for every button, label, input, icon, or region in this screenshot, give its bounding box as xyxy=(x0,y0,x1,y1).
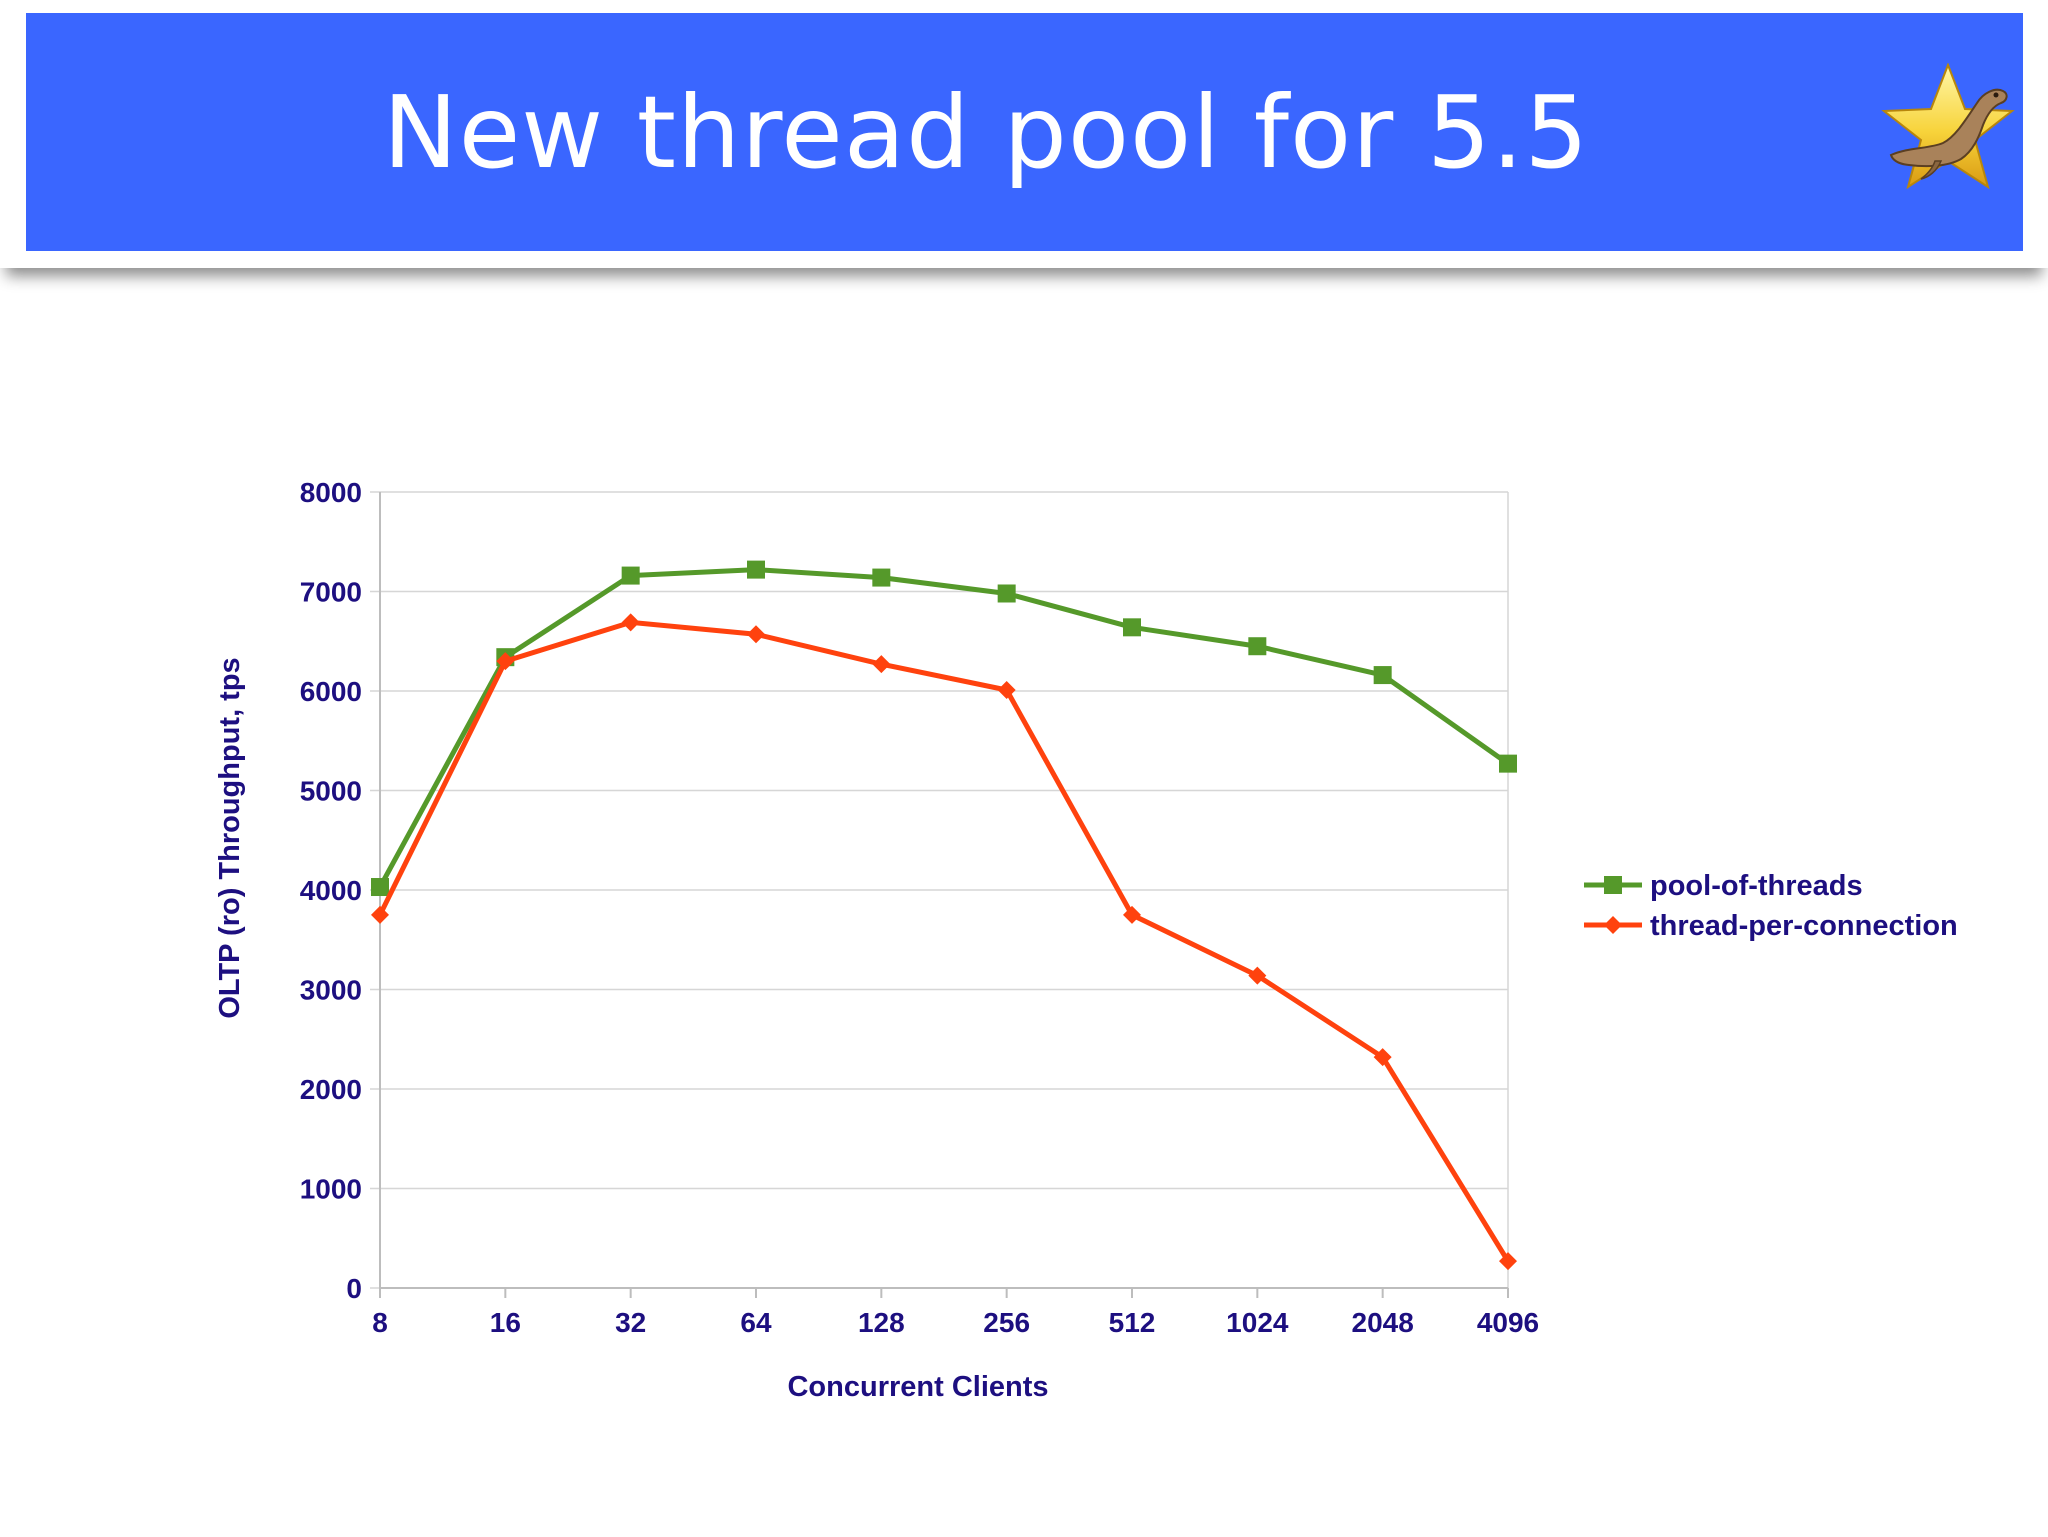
slide-title: New thread pool for 5.5 xyxy=(382,73,1590,191)
chart-legend: pool-of-threads thread-per-connection xyxy=(1584,870,1958,942)
title-banner-frame: New thread pool for 5.5 xyxy=(0,0,2048,268)
star-seal-logo-icon xyxy=(1881,63,2015,190)
data-point xyxy=(371,905,389,924)
x-tick-label: 8 xyxy=(372,1307,388,1338)
y-tick-label: 2000 xyxy=(300,1074,362,1105)
data-point xyxy=(872,568,891,587)
x-tick-label: 64 xyxy=(740,1307,772,1338)
x-tick-label: 32 xyxy=(615,1307,646,1338)
data-point xyxy=(1248,637,1267,656)
y-tick-label: 6000 xyxy=(300,676,362,707)
y-tick-label: 3000 xyxy=(300,975,362,1006)
data-point xyxy=(1373,666,1392,685)
y-tick-label: 0 xyxy=(346,1273,362,1304)
data-point xyxy=(1123,618,1141,637)
data-point xyxy=(371,878,389,897)
legend-label: pool-of-threads xyxy=(1650,870,1863,902)
legend-entry: pool-of-threads xyxy=(1584,870,1863,902)
chart-axes xyxy=(379,492,1509,1298)
x-tick-label: 1024 xyxy=(1226,1307,1289,1338)
x-tick-label: 2048 xyxy=(1352,1307,1414,1338)
x-tick-label: 128 xyxy=(858,1307,905,1338)
x-tick-labels: 8 16 32 64 128 256 512 1024 2048 4096 xyxy=(372,1307,1539,1338)
series-line xyxy=(377,619,1511,1263)
y-tick-label: 4000 xyxy=(300,875,362,906)
legend-swatch-marker xyxy=(1604,876,1622,894)
data-point xyxy=(496,652,515,671)
data-point xyxy=(1248,966,1267,985)
legend-label: thread-per-connection xyxy=(1650,910,1958,942)
data-point xyxy=(997,681,1016,700)
x-tick-label: 16 xyxy=(490,1307,521,1338)
data-point xyxy=(747,625,765,644)
y-tick-label: 5000 xyxy=(300,776,362,807)
y-tick-label: 8000 xyxy=(300,477,362,508)
series-pool-of-threads xyxy=(371,560,1517,897)
legend-swatch-marker xyxy=(1604,916,1622,934)
x-tick-label: 4096 xyxy=(1477,1307,1539,1338)
data-point xyxy=(1123,905,1141,924)
data-point xyxy=(747,560,765,579)
chart-gridlines xyxy=(370,491,1509,1289)
data-point xyxy=(621,613,640,632)
x-tick-label: 512 xyxy=(1109,1307,1156,1338)
data-point xyxy=(1373,1048,1392,1067)
title-banner: New thread pool for 5.5 xyxy=(26,13,2023,251)
x-axis-title: Concurrent Clients xyxy=(787,1371,1048,1403)
series-thread-per-connection xyxy=(371,613,1517,1271)
y-tick-label: 1000 xyxy=(300,1174,362,1205)
legend-entry: thread-per-connection xyxy=(1584,910,1958,942)
x-tick-label: 256 xyxy=(983,1307,1030,1338)
data-point xyxy=(997,584,1016,603)
chart-series xyxy=(371,560,1517,1271)
data-point xyxy=(1499,754,1517,773)
data-point xyxy=(1499,1252,1517,1271)
y-axis-title: OLTP (ro) Throughput, tps xyxy=(214,657,246,1018)
data-point xyxy=(621,566,640,585)
y-tick-labels: 0 1000 2000 3000 4000 5000 6000 7000 8000 xyxy=(300,477,362,1304)
data-point xyxy=(872,655,891,674)
y-tick-label: 7000 xyxy=(300,577,362,608)
series-line xyxy=(377,567,1510,889)
